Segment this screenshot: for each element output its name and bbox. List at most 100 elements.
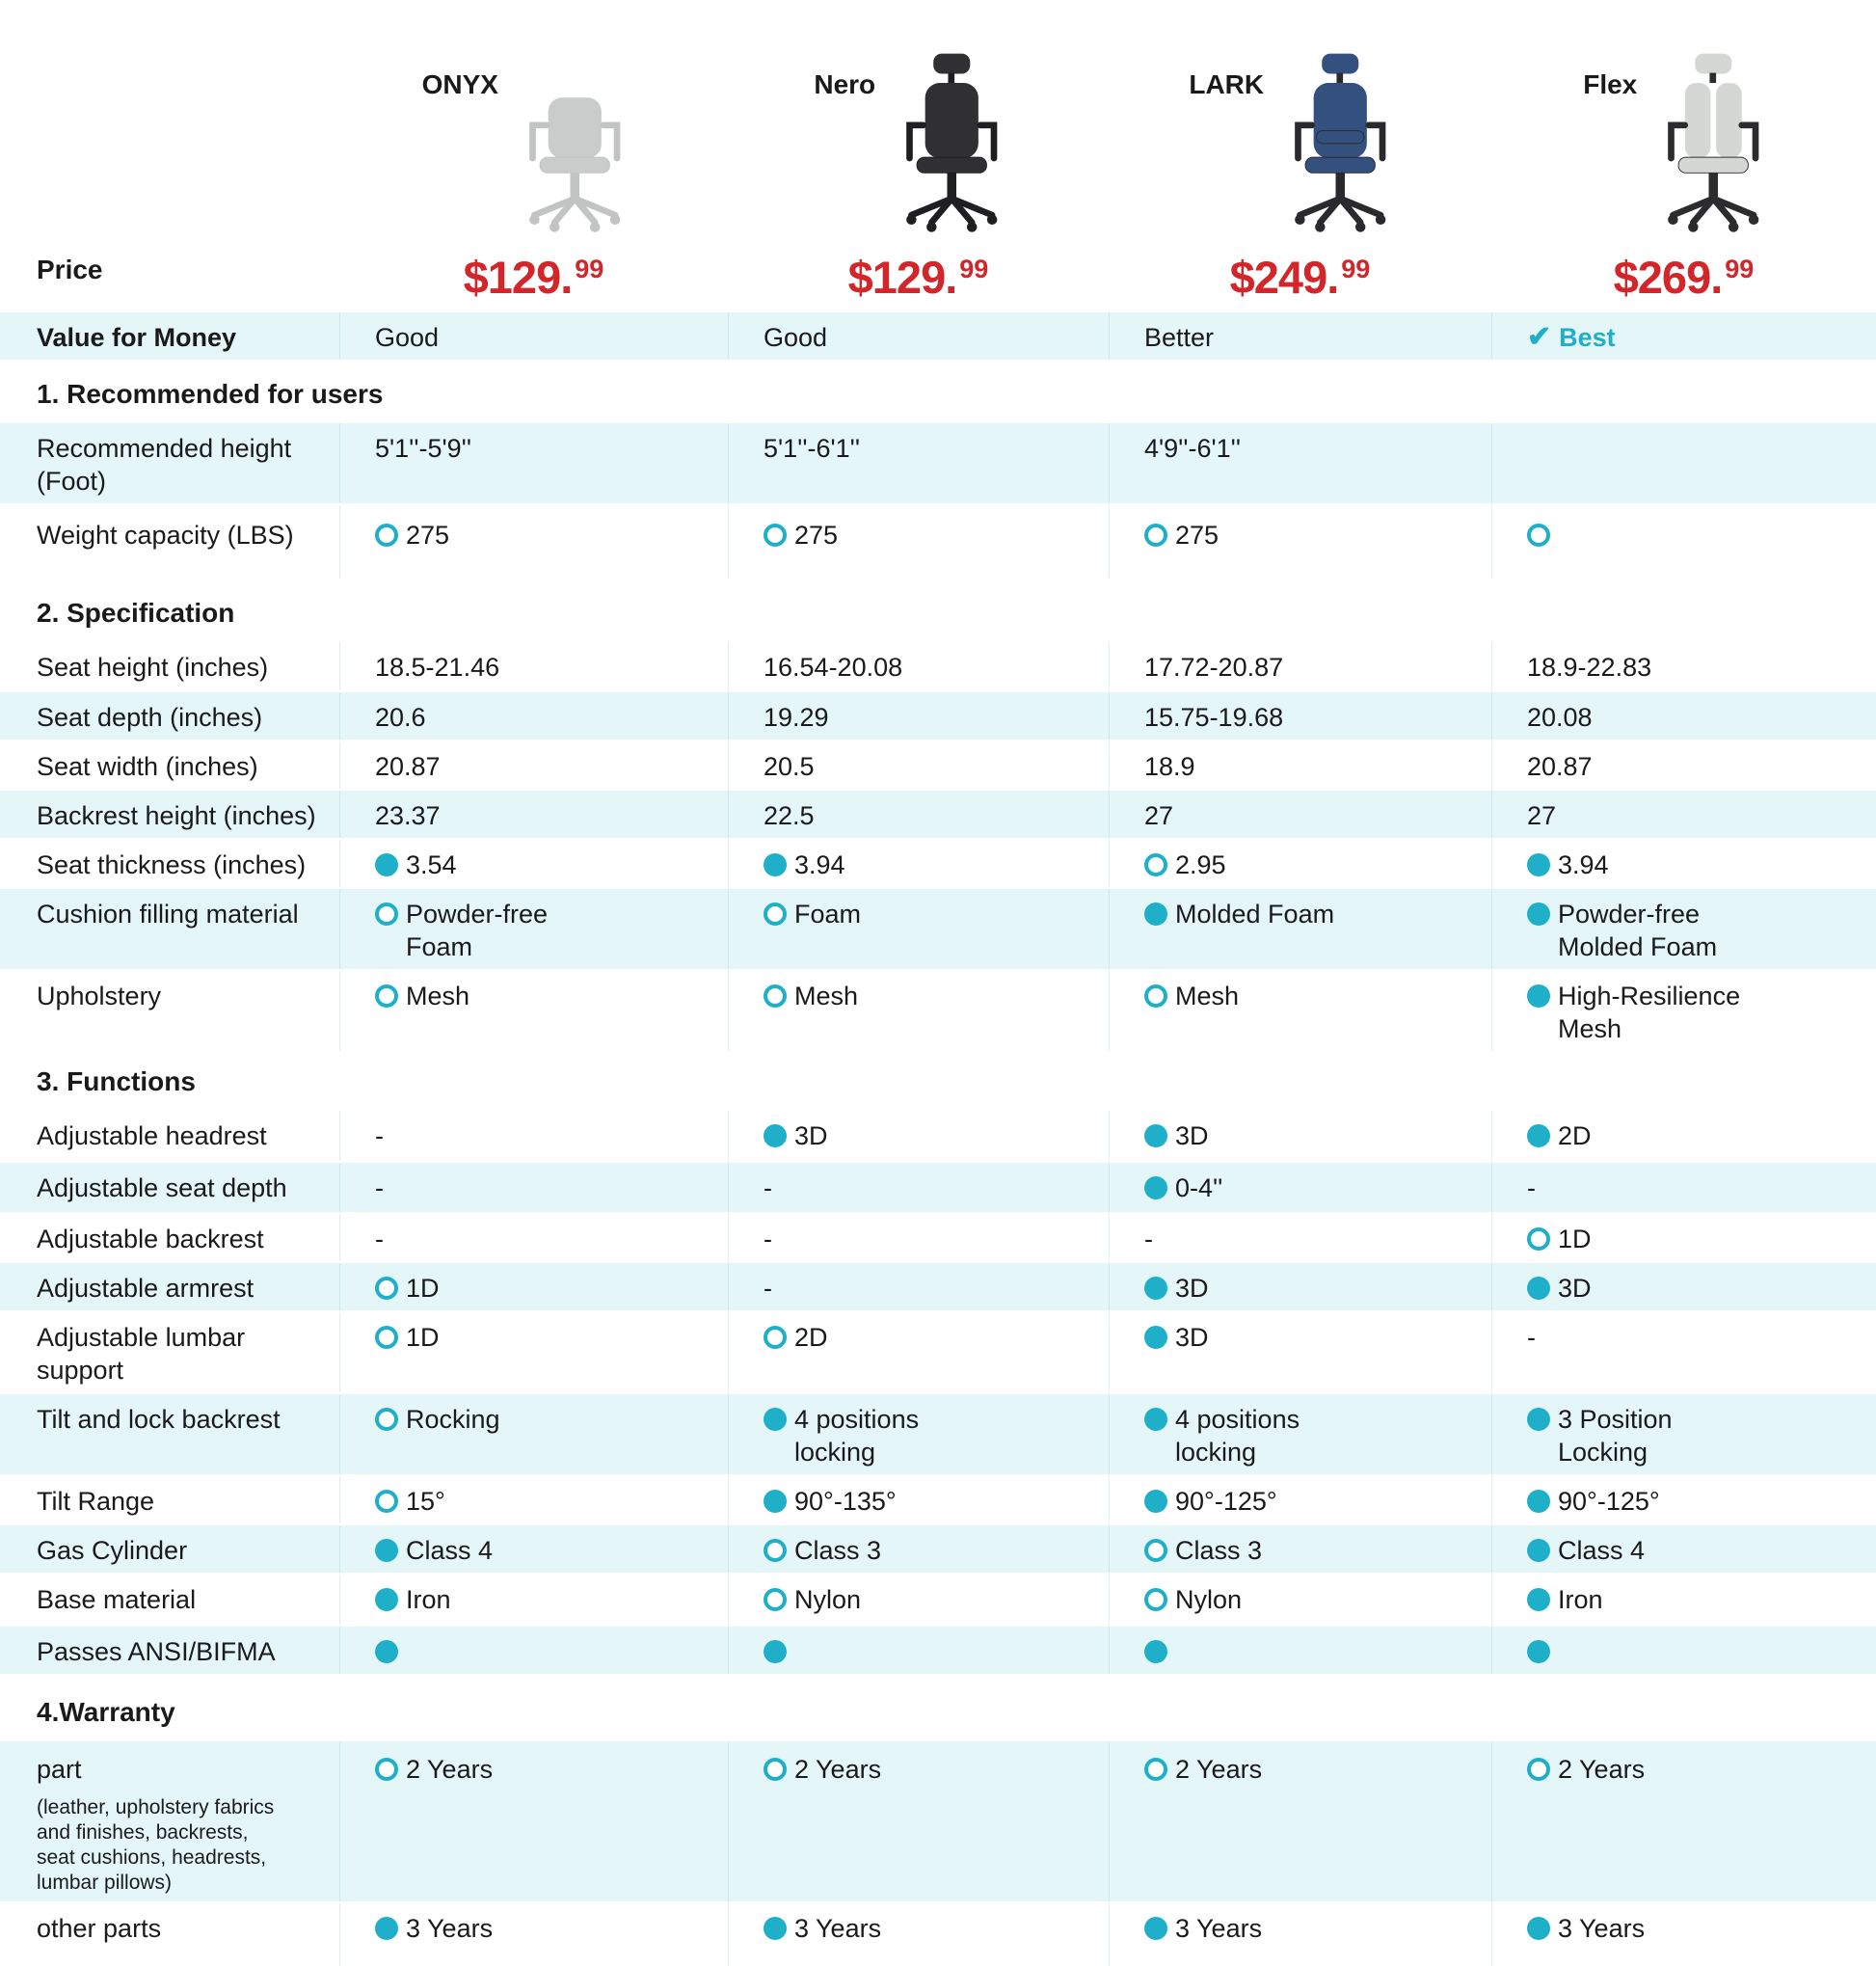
check-icon: ✔ (1527, 321, 1552, 353)
row-label-text: Adjustable lumbar support (37, 1323, 246, 1385)
spec-value: 3 Years (1558, 1914, 1646, 1943)
spec-value: 4 positions locking (1175, 1405, 1300, 1467)
spec-value: 20.87 (1527, 752, 1593, 781)
radio-filled-icon (1144, 1124, 1167, 1147)
spec-value: 3D (1175, 1323, 1209, 1352)
radio-filled-icon (375, 853, 398, 876)
spec-cell: - (728, 1263, 1109, 1310)
table-row: Adjustable lumbar support 1D 2D 3D - (0, 1310, 1876, 1392)
section-header-row: 3. Functions (0, 1051, 1876, 1109)
row-label: Backrest height (inches) (0, 791, 339, 838)
row-sublabel: (leather, upholstery fabrics and finishe… (37, 1796, 275, 1894)
office-chair-gray-midback (504, 46, 646, 240)
row-label-text: part (37, 1755, 82, 1784)
section-header-row: 1. Recommended for users (0, 360, 1876, 421)
spec-value: Mesh (406, 982, 470, 1010)
spec-cell: - (339, 1111, 728, 1161)
spec-value: 18.5-21.46 (375, 653, 500, 682)
radio-filled-icon (1527, 984, 1550, 1008)
spec-value: 22.5 (764, 801, 815, 830)
spec-cell: 275 (339, 505, 728, 579)
spec-cell: Class 4 (1491, 1525, 1876, 1573)
spec-cell: 3D (1491, 1263, 1876, 1310)
spec-cell: 275 (1109, 505, 1491, 579)
radio-open-icon (375, 1490, 398, 1513)
row-label: other parts (0, 1903, 339, 1966)
table-row: Upholstery Mesh Mesh Mesh High-Resilience Me… (0, 969, 1876, 1051)
spec-value: Class 4 (406, 1536, 494, 1565)
section-title: 3. Functions (37, 1066, 196, 1096)
row-label-text: Seat height (inches) (37, 653, 269, 682)
spec-cell: 3.94 (728, 840, 1109, 887)
spec-cell: 2 Years (728, 1741, 1109, 1901)
spec-cell: 3 Years (1491, 1903, 1876, 1966)
product-column-onyx: ONYX $129. 99 (339, 0, 728, 310)
spec-value: Iron (1558, 1585, 1603, 1614)
spec-value: 90°-125° (1558, 1487, 1660, 1516)
spec-value: 3D (1175, 1274, 1209, 1303)
product-price: $269. 99 (1613, 252, 1755, 303)
spec-cell: 20.87 (1491, 741, 1876, 789)
spec-cell: 20.87 (339, 741, 728, 789)
row-label: Tilt and lock backrest (0, 1394, 339, 1474)
spec-value: 3D (794, 1121, 828, 1150)
spec-cell: Class 3 (1109, 1525, 1491, 1573)
spec-cell: Nylon (1109, 1575, 1491, 1625)
spec-value: 23.37 (375, 801, 441, 830)
spec-cell: Class 3 (728, 1525, 1109, 1573)
spec-value: 5'1''-6'1'' (764, 434, 860, 463)
row-label-text: Backrest height (inches) (37, 801, 316, 830)
radio-open-icon (1144, 1588, 1167, 1611)
table-row: Tilt and lock backrest Rocking 4 positions… (0, 1392, 1876, 1474)
spec-cell: 90°-125° (1109, 1476, 1491, 1523)
radio-open-icon (1527, 1758, 1550, 1781)
section-title: 4.Warranty (37, 1697, 175, 1727)
spec-value: 0-4'' (1175, 1173, 1223, 1202)
spec-value: 90°-125° (1175, 1487, 1277, 1516)
spec-cell: Nylon (728, 1575, 1109, 1625)
row-label-text: Base material (37, 1585, 197, 1614)
spec-value: 2D (1558, 1121, 1592, 1150)
spec-cell: Powder-free Molded Foam (1491, 889, 1876, 969)
radio-filled-icon (1527, 1640, 1550, 1663)
spec-value: Powder-free Foam (406, 900, 549, 961)
spec-value: 3.54 (406, 850, 457, 879)
product-price: $249. 99 (1229, 252, 1371, 303)
spec-cell: - (728, 1214, 1109, 1261)
spec-cell: High-Resilience Mesh (1491, 971, 1876, 1051)
radio-open-icon (1144, 1539, 1167, 1562)
spec-value: 3D (1558, 1274, 1592, 1303)
row-label: part (leather, upholstery fabrics and fin… (0, 1741, 339, 1901)
radio-filled-icon (1527, 1408, 1550, 1431)
row-label: Upholstery (0, 971, 339, 1051)
radio-open-icon (764, 1539, 787, 1562)
spec-cell: 4 positions locking (1109, 1394, 1491, 1474)
radio-filled-icon (1144, 1917, 1167, 1940)
row-label-text: Adjustable armrest (37, 1274, 255, 1303)
table-row: Tilt Range 15° 90°-135° 90°-125° 90°-125° (0, 1474, 1876, 1523)
spec-cell: 2D (1491, 1111, 1876, 1161)
row-label: Adjustable seat depth (0, 1163, 339, 1212)
row-label: Tilt Range (0, 1476, 339, 1523)
spec-value: - (1527, 1323, 1536, 1352)
spec-value: Nylon (794, 1585, 862, 1614)
row-label-text: Adjustable backrest (37, 1225, 264, 1253)
spec-value: - (764, 1225, 772, 1253)
spec-value: 20.6 (375, 703, 426, 732)
spec-cell: 2 Years (1109, 1741, 1491, 1901)
spec-value: - (375, 1121, 384, 1150)
spec-value: 3.94 (794, 850, 845, 879)
radio-open-icon (375, 524, 398, 547)
row-label-text: Seat width (inches) (37, 752, 258, 781)
spec-value: 15° (406, 1487, 445, 1516)
spec-cell: 2D (728, 1312, 1109, 1392)
spec-value: - (764, 1173, 772, 1202)
spec-cell: 2 Years (339, 1741, 728, 1901)
spec-cell: 3 Years (728, 1903, 1109, 1966)
table-row: Backrest height (inches) 23.37 22.5 27 27 (0, 789, 1876, 838)
spec-cell: 2 Years (1491, 1741, 1876, 1901)
product-header: ONYX (339, 0, 728, 235)
spec-cell: Mesh (728, 971, 1109, 1051)
table-row: Gas Cylinder Class 4 Class 3 Class 3 Class 4 (0, 1523, 1876, 1573)
